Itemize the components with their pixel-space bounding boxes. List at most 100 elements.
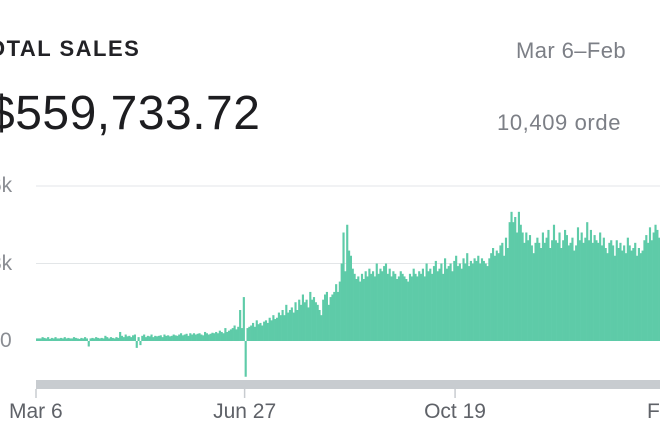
- y-tick-label: 0: [0, 329, 12, 352]
- bar: [432, 266, 436, 341]
- bar: [597, 242, 600, 341]
- chart-scrollbar-track[interactable]: [36, 380, 660, 389]
- bar: [183, 334, 186, 341]
- bar: [464, 263, 467, 341]
- bar: [366, 276, 369, 341]
- bar: [617, 248, 620, 341]
- bar: [242, 297, 245, 341]
- bar: [122, 337, 125, 341]
- bar: [372, 271, 375, 341]
- bar: [353, 273, 356, 341]
- bar: [477, 255, 480, 341]
- bar: [61, 338, 64, 341]
- bar: [462, 258, 465, 341]
- bar: [564, 229, 567, 341]
- bar: [150, 334, 153, 341]
- bar: [423, 276, 426, 341]
- bar: [340, 263, 343, 341]
- bar: [593, 235, 596, 341]
- bar: [384, 263, 388, 341]
- bar: [421, 268, 424, 341]
- bar: [209, 333, 212, 341]
- bar: [274, 319, 277, 341]
- bar: [394, 273, 397, 341]
- bar: [624, 253, 628, 341]
- x-axis-tick-marks: [35, 389, 456, 398]
- bar: [89, 338, 92, 341]
- bar: [281, 310, 284, 341]
- bar: [342, 232, 345, 341]
- bar: [359, 281, 362, 341]
- bar: [152, 337, 155, 341]
- bar: [189, 333, 192, 341]
- bar: [255, 320, 258, 341]
- bar: [130, 337, 133, 341]
- bar: [109, 337, 112, 341]
- bar: [390, 276, 393, 341]
- bar: [508, 222, 511, 341]
- bar: [43, 337, 46, 341]
- bar: [427, 271, 430, 341]
- bar: [290, 307, 293, 341]
- bar: [654, 224, 657, 341]
- bar: [124, 334, 127, 341]
- bar: [604, 248, 607, 341]
- bar: [514, 217, 517, 341]
- bar: [163, 334, 166, 341]
- bar: [368, 268, 371, 341]
- bar: [436, 271, 439, 341]
- bar: [381, 271, 384, 341]
- bar: [362, 279, 365, 341]
- y-tick-label: 6k: [0, 174, 13, 197]
- bar: [495, 250, 498, 341]
- bar: [438, 268, 441, 341]
- bar: [632, 248, 635, 341]
- bar: [329, 297, 332, 341]
- bar: [469, 260, 472, 341]
- bar: [327, 304, 330, 341]
- bar: [277, 312, 280, 341]
- bar: [530, 245, 533, 341]
- date-range-label[interactable]: Mar 6–Feb: [516, 38, 626, 63]
- bar: [623, 245, 626, 341]
- bar: [455, 255, 458, 341]
- bar: [228, 330, 231, 341]
- bar: [584, 237, 587, 341]
- bar: [397, 276, 400, 341]
- bar: [320, 315, 323, 341]
- bar: [202, 335, 205, 341]
- bar: [410, 276, 413, 341]
- bar: [157, 335, 160, 341]
- bar: [656, 229, 659, 341]
- bar: [527, 240, 530, 341]
- bar: [252, 322, 255, 341]
- bar: [565, 235, 568, 341]
- bar: [346, 224, 349, 341]
- sales-bar-chart[interactable]: [0, 160, 660, 400]
- bar: [139, 341, 142, 346]
- bar: [488, 258, 491, 341]
- bar: [336, 291, 340, 341]
- bar: [115, 337, 118, 341]
- bar: [250, 325, 253, 341]
- bar: [396, 279, 399, 341]
- bar: [102, 338, 105, 341]
- bar: [602, 237, 605, 341]
- bar: [56, 338, 59, 341]
- bar: [442, 273, 445, 341]
- bar: [399, 271, 402, 341]
- bar: [407, 281, 410, 341]
- bar: [80, 337, 83, 341]
- bar: [65, 338, 68, 341]
- bar: [71, 338, 74, 341]
- bar: [628, 245, 631, 341]
- bar: [128, 335, 131, 341]
- bar: [344, 271, 347, 341]
- bar: [285, 304, 288, 341]
- bar: [220, 331, 223, 341]
- bar: [645, 235, 648, 341]
- bar: [453, 260, 456, 341]
- bar: [37, 338, 40, 341]
- bar: [87, 341, 90, 347]
- bar: [331, 294, 334, 341]
